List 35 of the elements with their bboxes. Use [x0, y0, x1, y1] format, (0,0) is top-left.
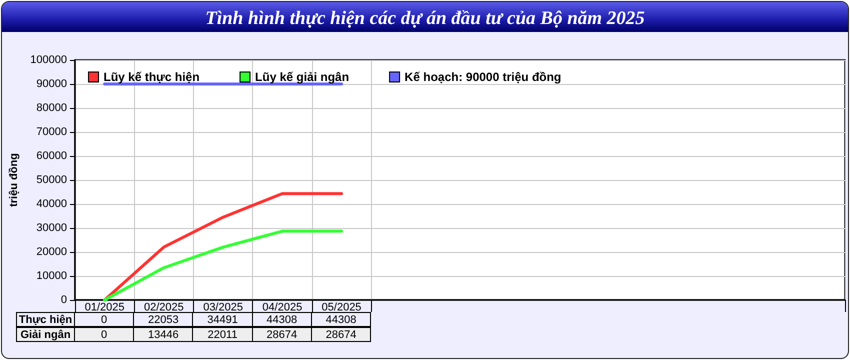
- data-label: 34491: [192, 312, 253, 327]
- text: Giải ngân: [16, 327, 75, 342]
- y-tick-label: 100000: [30, 54, 67, 66]
- legend-label: Lũy kế giải ngân: [255, 70, 350, 84]
- x-tick-label: 01/2025: [84, 302, 124, 314]
- y-tick-label: 40000: [36, 198, 67, 210]
- line-series: [103, 192, 344, 302]
- x-tick-label: 03/2025: [203, 302, 243, 314]
- y-tick-label: 0: [60, 294, 67, 306]
- chart-title: Tình hình thực hiện các dự án đầu tư của Bộ năm 2025: [205, 8, 646, 29]
- data-label: 44308: [252, 312, 312, 327]
- data-label: 28674: [252, 327, 312, 342]
- y-tick-label: 90000: [36, 78, 67, 90]
- y-tick-label: 60000: [36, 150, 67, 162]
- y-tick-label: 80000: [36, 102, 67, 114]
- legend-label: Lũy kế thực hiện: [104, 70, 200, 84]
- data-label: 28674: [310, 327, 372, 342]
- data-label: 13446: [133, 327, 194, 342]
- x-tick-label: 05/2025: [322, 302, 362, 314]
- data-label: 44308: [310, 312, 372, 327]
- data-label: 0: [74, 327, 134, 342]
- x-tick-label: 02/2025: [144, 302, 184, 314]
- data-label: 22053: [133, 312, 194, 327]
- y-tick-label: 30000: [36, 222, 67, 234]
- line-series: [103, 230, 344, 302]
- y-axis-title: triệu đồng: [8, 153, 20, 207]
- y-tick-label: 70000: [36, 126, 67, 138]
- data-label: 0: [74, 312, 134, 327]
- text: Thực hiện: [16, 312, 75, 327]
- y-tick-label: 10000: [36, 270, 67, 282]
- data-label: 22011: [192, 327, 253, 342]
- y-tick-label: 50000: [36, 174, 67, 186]
- y-tick-label: 20000: [36, 246, 67, 258]
- x-tick-label: 04/2025: [262, 302, 302, 314]
- legend-label: Kế hoạch: 90000 triệu đồng: [404, 70, 562, 84]
